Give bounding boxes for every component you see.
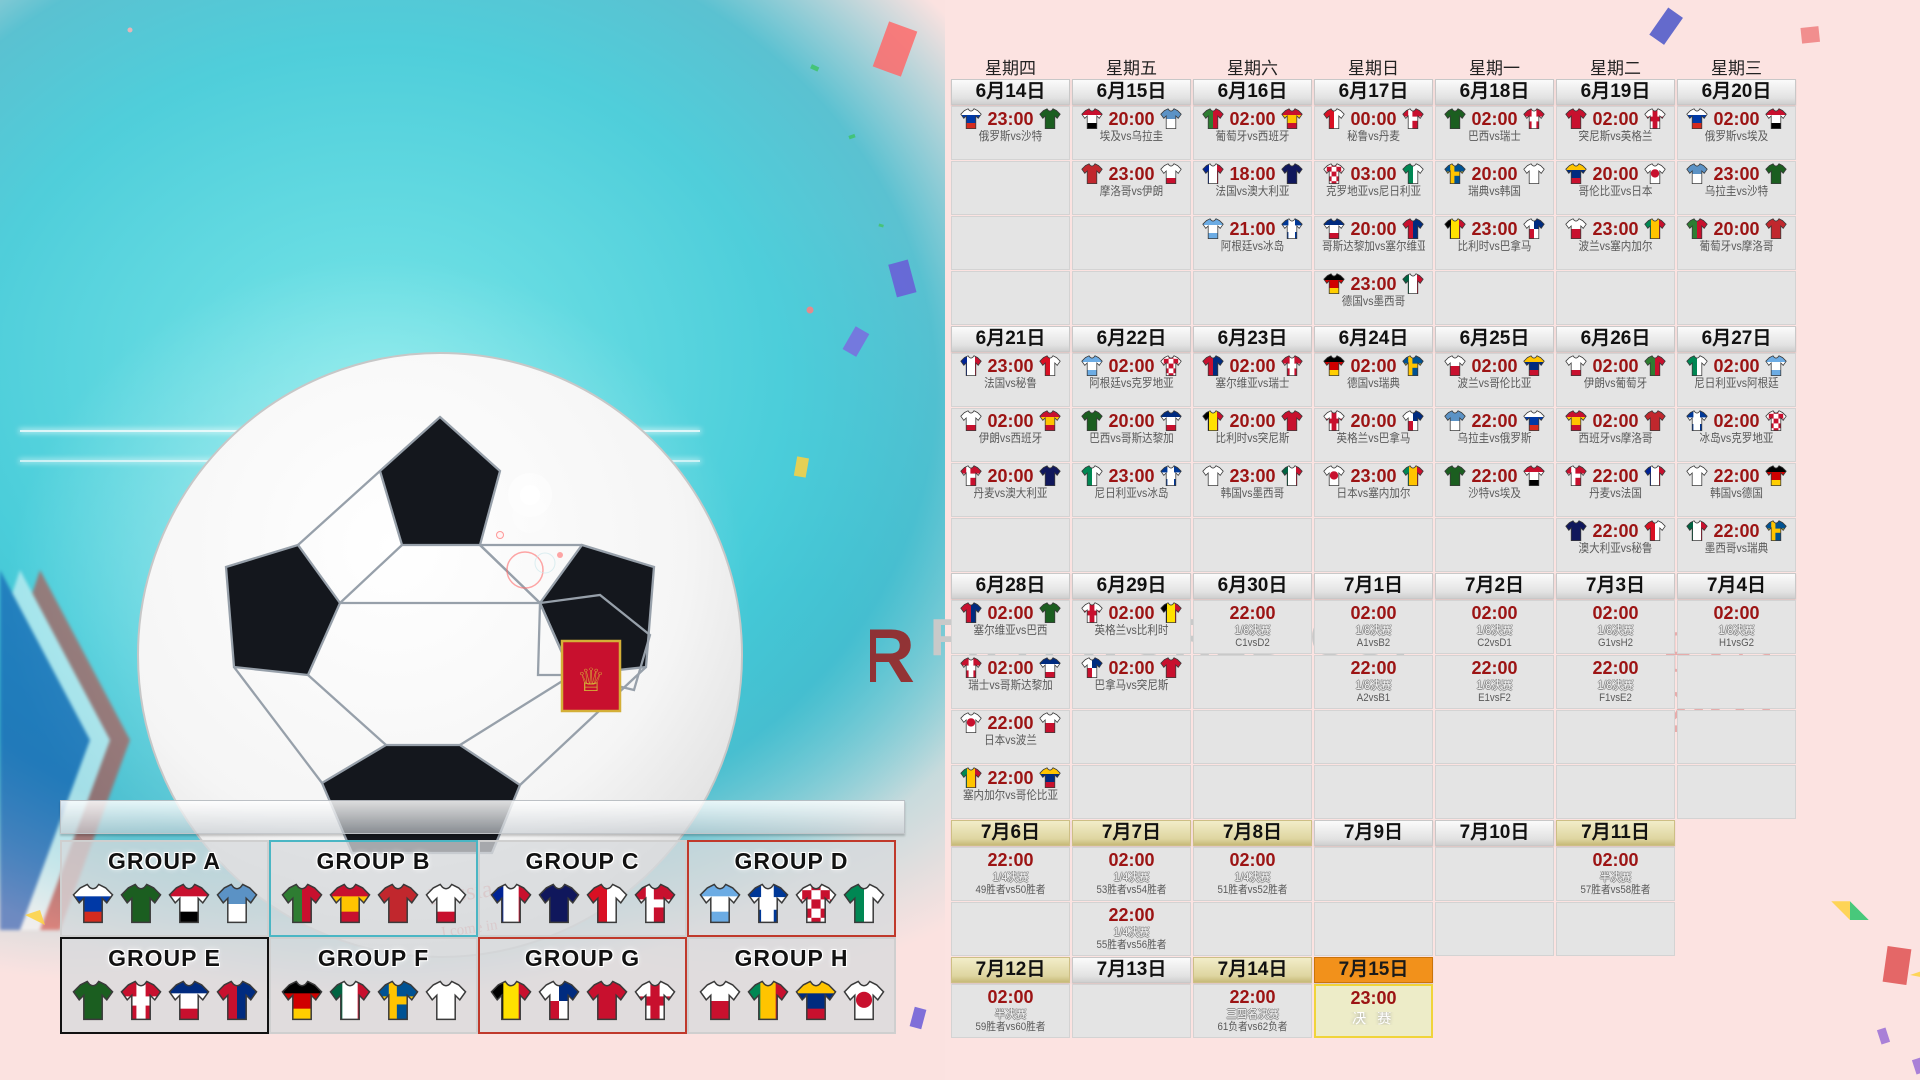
- svg-text:♕: ♕: [577, 662, 606, 698]
